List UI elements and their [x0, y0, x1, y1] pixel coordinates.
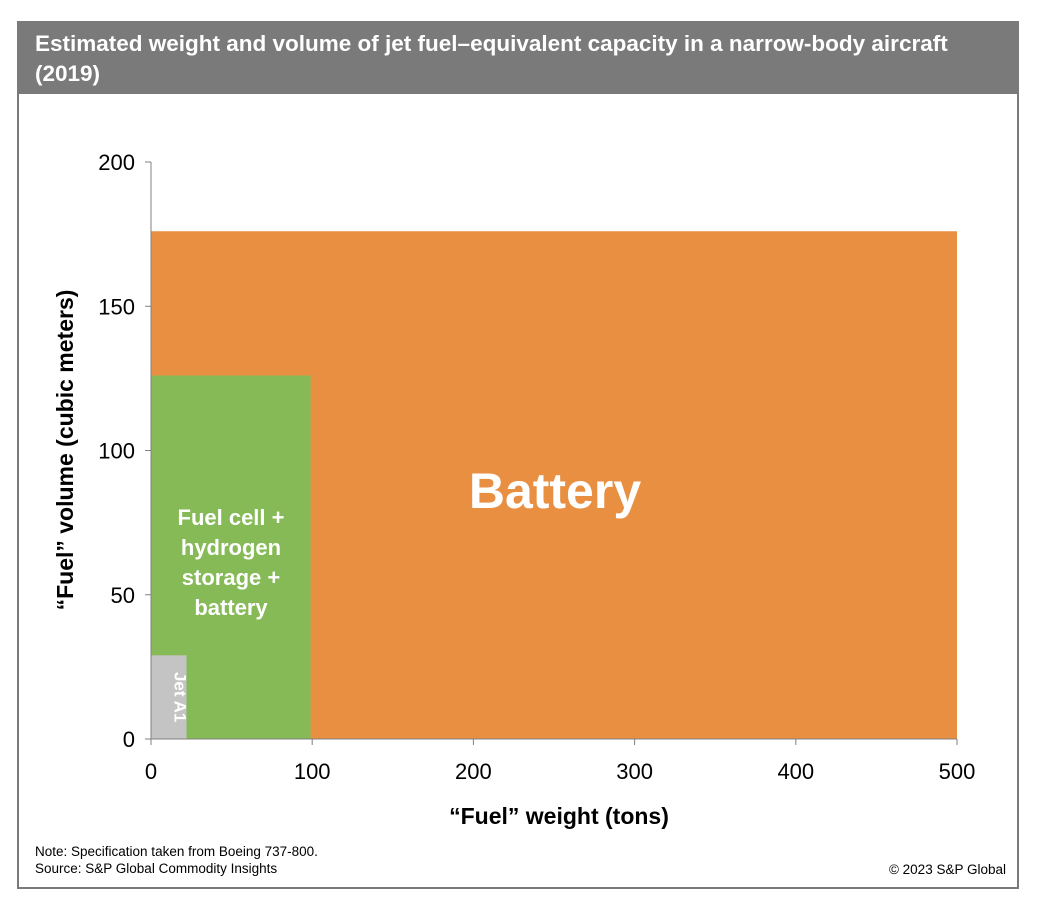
y-tick-label: 50 [111, 583, 135, 608]
y-tick-label: 150 [98, 294, 135, 319]
series-label-jet-a1: Jet A1 [171, 672, 190, 722]
series-label-fuel-cell-line: Fuel cell + [178, 505, 285, 530]
chart-title: Estimated weight and volume of jet fuel–… [19, 23, 1017, 94]
x-tick-label: 400 [777, 759, 814, 784]
y-tick-label: 0 [123, 727, 135, 752]
footer-copyright: © 2023 S&P Global [888, 862, 1006, 877]
footer-note-block: Note: Specification taken from Boeing 73… [35, 843, 318, 877]
y-tick-label: 100 [98, 439, 135, 464]
series-label-fuel-cell-line: storage + [182, 565, 280, 590]
y-tick-label: 200 [98, 150, 135, 175]
x-tick-label: 100 [294, 759, 331, 784]
series-label-fuel-cell-line: hydrogen [181, 535, 281, 560]
x-tick-label: 500 [939, 759, 976, 784]
x-tick-label: 0 [145, 759, 157, 784]
x-tick-label: 300 [616, 759, 653, 784]
series-rect-jet-a1 [151, 655, 187, 739]
x-tick-label: 200 [455, 759, 492, 784]
footer-source: Source: S&P Global Commodity Insights [35, 861, 278, 876]
series-label-battery: Battery [469, 463, 641, 519]
x-axis-title: “Fuel” weight (tons) [449, 803, 669, 829]
y-axis-title: “Fuel” volume (cubic meters) [52, 290, 78, 611]
series-label-fuel-cell-line: battery [194, 595, 268, 620]
footer-note: Note: Specification taken from Boeing 73… [35, 844, 318, 859]
